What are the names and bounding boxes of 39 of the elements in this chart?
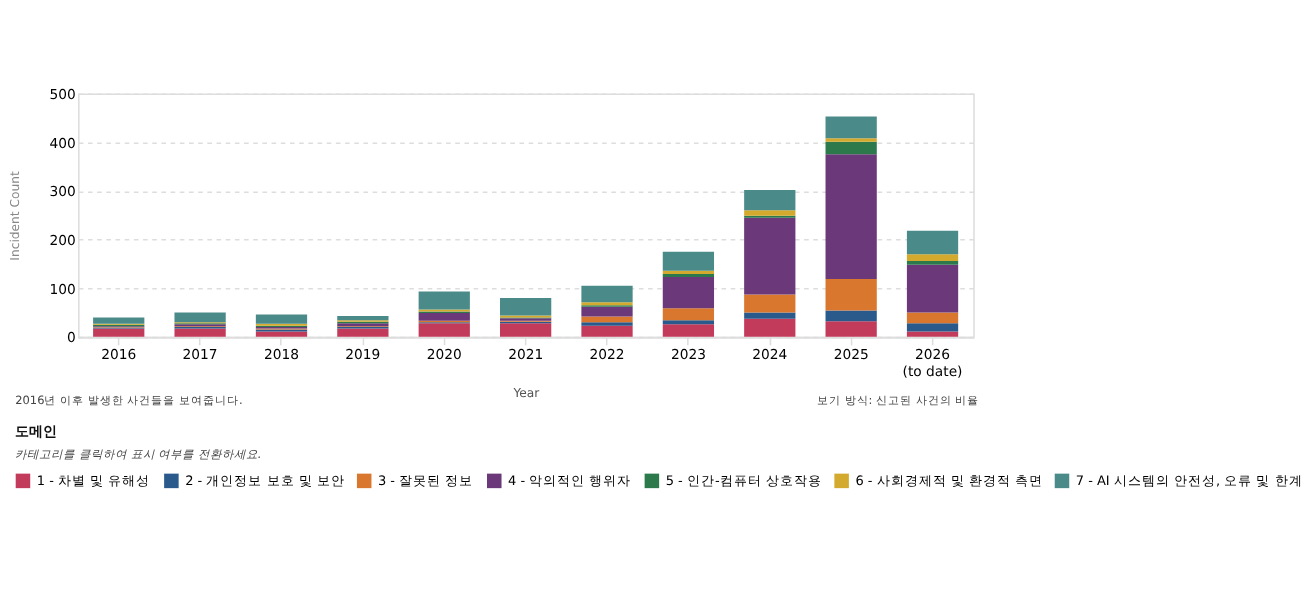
bar	[906, 230, 959, 255]
bar	[906, 331, 959, 337]
bar	[744, 294, 796, 313]
bar	[418, 313, 470, 321]
bar	[825, 154, 877, 279]
bar	[581, 325, 633, 337]
bar	[662, 324, 715, 337]
bar	[906, 323, 959, 332]
bar	[500, 323, 552, 337]
bar	[418, 323, 470, 337]
bar	[825, 116, 877, 139]
bar	[744, 210, 796, 216]
bar	[906, 254, 959, 261]
bar	[93, 328, 145, 337]
bar	[662, 251, 715, 271]
bar	[825, 310, 877, 322]
bar	[744, 318, 796, 337]
bar	[255, 331, 308, 337]
bar	[93, 317, 145, 324]
bar	[500, 297, 552, 316]
bar	[825, 141, 877, 155]
bar	[174, 328, 226, 337]
bar	[255, 314, 308, 324]
bar	[744, 312, 796, 319]
bar	[174, 312, 226, 323]
bar	[744, 217, 796, 295]
bar	[825, 278, 877, 311]
bar	[418, 291, 470, 310]
bar	[337, 328, 389, 337]
bar	[906, 312, 959, 324]
bar	[662, 277, 715, 309]
bar	[581, 285, 633, 303]
bar	[581, 316, 633, 323]
bar	[581, 306, 633, 317]
bar	[744, 189, 796, 211]
bar	[337, 315, 389, 321]
bar	[825, 321, 877, 337]
bar	[662, 308, 715, 321]
bar	[906, 264, 959, 313]
